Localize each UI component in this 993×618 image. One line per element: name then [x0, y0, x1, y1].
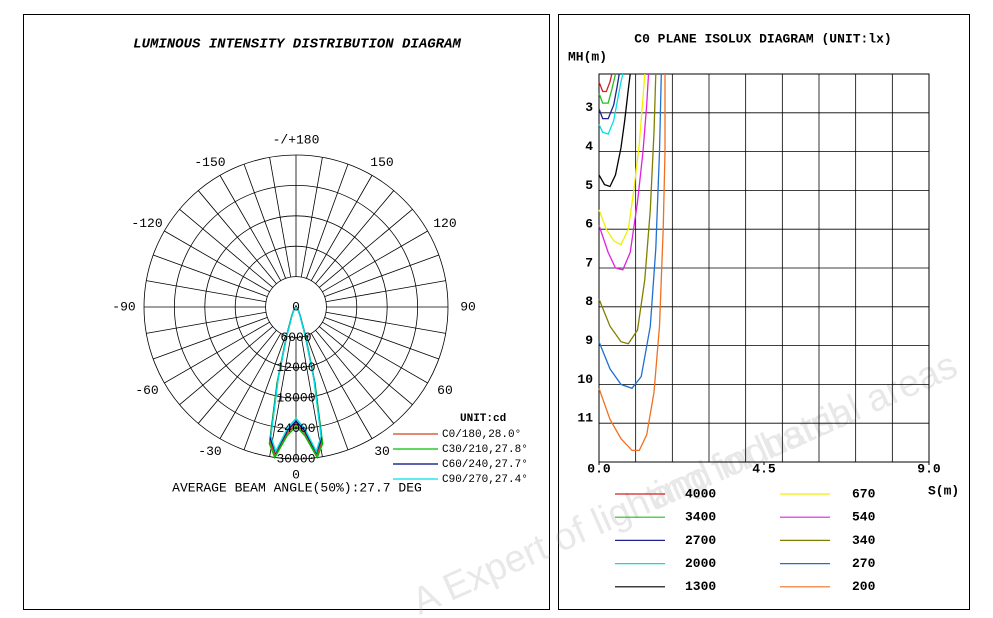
legend-label: 270	[852, 556, 876, 571]
isolux-contour	[598, 73, 646, 246]
unit-label: UNIT:cd	[460, 413, 506, 425]
legend-label: C60/240,27.7°	[442, 459, 528, 471]
y-tick-label: 6	[585, 217, 593, 232]
radial-tick-label: 24000	[276, 421, 315, 436]
angle-tick-label: -90	[112, 299, 135, 314]
radial-tick-label: 6000	[280, 330, 311, 345]
isolux-contour	[598, 73, 657, 345]
footnote: AVERAGE BEAM ANGLE(50%):27.7 DEG	[172, 480, 422, 495]
legend-label: 670	[852, 486, 876, 501]
legend-label: C30/210,27.8°	[442, 444, 528, 456]
y-tick-label: 9	[585, 333, 593, 348]
angle-tick-label: -/+180	[273, 132, 320, 147]
angle-tick-label: 0	[292, 467, 300, 482]
legend-label: 2700	[685, 533, 716, 548]
isolux-contour	[598, 73, 620, 120]
angle-tick-label: -150	[194, 155, 225, 170]
grid-circle	[265, 276, 327, 338]
isolux-contour	[598, 73, 617, 104]
legend-label: 3400	[685, 510, 716, 525]
isolux-title: C0 PLANE ISOLUX DIAGRAM (UNIT:lx)	[634, 31, 891, 46]
left-panel	[23, 14, 550, 610]
legend-label: 200	[852, 579, 876, 594]
angle-tick-label: -30	[198, 444, 221, 459]
angle-tick-label: 150	[370, 155, 393, 170]
isolux-contour	[598, 73, 624, 135]
legend-label: C90/270,27.4°	[442, 474, 528, 486]
x-tick-label: 4.5	[752, 461, 776, 476]
isolux-contour	[598, 73, 662, 390]
grid-circle	[173, 184, 418, 429]
legend-label: 340	[852, 533, 876, 548]
legend-label: 1300	[685, 579, 716, 594]
x-tick-label: 9.0	[917, 461, 941, 476]
grid-circle	[143, 154, 449, 460]
legend-label: 4000	[685, 486, 716, 501]
x-tick-label: 0.0	[587, 461, 611, 476]
y-axis-label: MH(m)	[568, 49, 607, 64]
y-tick-label: 8	[585, 294, 593, 309]
isolux-contour	[598, 73, 650, 271]
angle-tick-label: -120	[131, 216, 162, 231]
grid-circle	[234, 245, 358, 369]
y-tick-label: 7	[585, 255, 593, 270]
right-panel	[558, 14, 970, 610]
legend-label: C0/180,28.0°	[442, 429, 521, 441]
angle-tick-label: 60	[437, 383, 453, 398]
radial-tick-label: 0	[292, 299, 300, 314]
y-tick-label: 3	[585, 100, 593, 115]
grid-circle	[204, 215, 388, 399]
legend-label: 2000	[685, 556, 716, 571]
isolux-contour	[598, 73, 631, 188]
intensity-curve	[270, 306, 322, 454]
angle-tick-label: 90	[460, 299, 476, 314]
polar-title: LUMINOUS INTENSITY DISTRIBUTION DIAGRAM	[133, 37, 461, 53]
y-tick-label: 11	[577, 411, 593, 426]
angle-tick-label: -60	[135, 383, 158, 398]
radial-tick-label: 30000	[276, 451, 315, 466]
isolux-contour	[598, 73, 613, 93]
y-tick-label: 4	[585, 139, 593, 154]
y-tick-label: 5	[585, 178, 593, 193]
legend-label: 540	[852, 510, 876, 525]
angle-tick-label: 30	[374, 444, 390, 459]
isolux-contour	[598, 74, 666, 452]
radial-tick-label: 12000	[276, 360, 315, 375]
y-tick-label: 10	[577, 372, 593, 387]
x-axis-label: S(m)	[928, 483, 959, 498]
angle-tick-label: 120	[433, 216, 456, 231]
radial-tick-label: 18000	[276, 391, 315, 406]
